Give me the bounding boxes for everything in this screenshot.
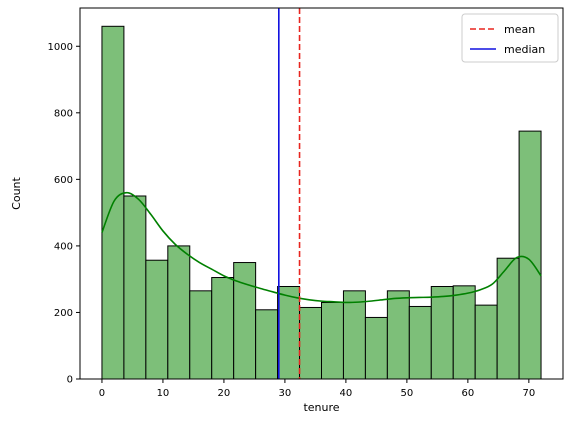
histogram-bar <box>408 305 432 380</box>
y-tick-label: 200 <box>54 308 73 319</box>
histogram-bar <box>123 195 147 380</box>
histogram-bar <box>211 277 235 380</box>
y-tick-label: 600 <box>54 175 73 186</box>
histogram-bar <box>233 262 257 380</box>
y-ticks: 0 200 400 600 800 1000 <box>48 42 80 386</box>
y-tick-label: 800 <box>54 108 73 119</box>
histogram-bar <box>386 290 410 380</box>
histogram-bar <box>518 130 542 380</box>
histogram-bar <box>342 290 366 380</box>
reference-lines <box>278 8 301 379</box>
histogram-bar <box>474 304 498 380</box>
x-tick-label: 0 <box>99 388 105 399</box>
x-tick-label: 60 <box>461 388 474 399</box>
histogram-bar <box>364 316 388 380</box>
x-tick-label: 20 <box>218 388 231 399</box>
y-axis-label: Count <box>10 176 23 209</box>
legend-mean-label: mean <box>504 23 535 36</box>
plot-frame <box>79 7 564 380</box>
x-tick-label: 30 <box>279 388 292 399</box>
histogram-bar <box>189 290 213 380</box>
axes <box>79 7 564 380</box>
x-tick-label: 10 <box>157 388 170 399</box>
x-axis-label: tenure <box>303 401 339 414</box>
kde-curve-group <box>101 191 542 304</box>
x-tick-label: 70 <box>522 388 535 399</box>
kde-curve <box>101 191 542 304</box>
y-tick-label: 400 <box>54 241 73 252</box>
legend-box <box>461 13 559 63</box>
x-tick-label: 50 <box>401 388 414 399</box>
legend-median-label: median <box>504 43 545 56</box>
histogram-bar <box>299 306 322 380</box>
y-tick-label: 0 <box>67 375 73 386</box>
histogram-bar <box>277 285 301 380</box>
y-tick-label: 1000 <box>48 42 73 53</box>
histogram-bar <box>145 259 169 380</box>
legend: mean median <box>461 13 559 63</box>
histogram-bar <box>321 301 344 380</box>
histogram-bar <box>167 245 191 380</box>
histogram-bar <box>430 285 454 380</box>
x-ticks: 0 10 20 30 40 50 60 70 <box>99 379 535 399</box>
histogram-bar <box>452 285 476 380</box>
x-tick-label: 40 <box>340 388 353 399</box>
histogram-bar <box>255 309 279 380</box>
histogram-bars <box>101 25 542 380</box>
